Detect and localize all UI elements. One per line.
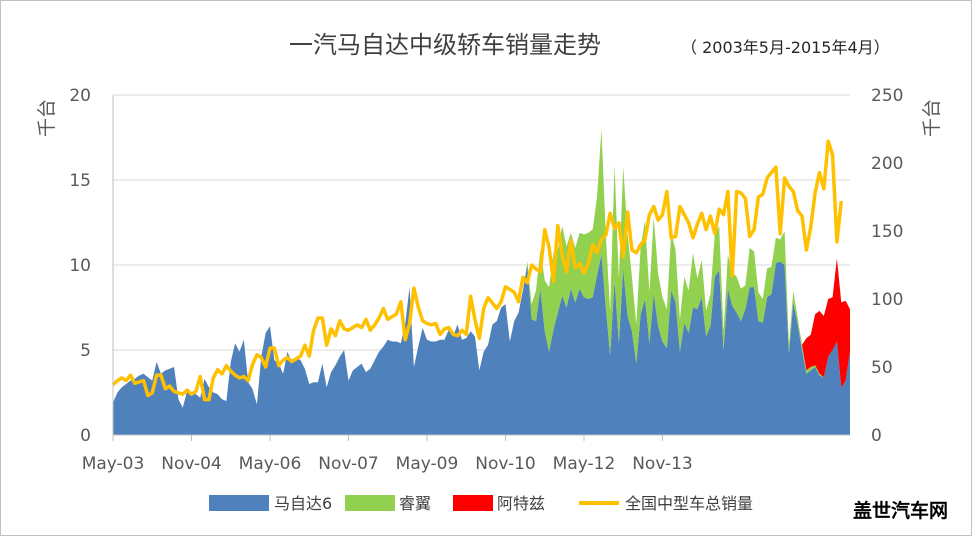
right-axis-tick: 200 <box>871 154 903 174</box>
x-axis-tick-label: May-12 <box>553 454 616 474</box>
legend-swatch-atenza <box>453 495 493 511</box>
area-layer <box>113 129 850 435</box>
legend-label-mazda6: 马自达6 <box>274 494 332 513</box>
left-axis-tick: 20 <box>69 86 91 106</box>
line-layer <box>111 139 844 402</box>
left-axis-tick: 10 <box>69 256 91 276</box>
right-axis-tick: 150 <box>871 222 903 242</box>
legend-label-atenza: 阿特兹 <box>497 494 545 513</box>
left-axis-tick: 0 <box>80 426 91 446</box>
x-axis-tick-label: Nov-10 <box>475 454 536 474</box>
x-axis-tick-label: Nov-07 <box>318 454 379 474</box>
left-axis-tick: 5 <box>80 341 91 361</box>
x-axis-tick-label: Nov-13 <box>632 454 693 474</box>
series-area-马自达6 <box>113 254 850 435</box>
chart-title: 一汽马自达中级轿车销量走势 <box>289 31 601 59</box>
right-axis-tick: 0 <box>871 426 882 446</box>
watermark-text: 盖世汽车网 <box>853 499 948 522</box>
legend-swatch-ruiyi <box>345 495 395 511</box>
x-axis-tick-label: May-06 <box>239 454 302 474</box>
chart-subtitle: （ 2003年5月-2015年4月） <box>681 38 890 57</box>
right-axis-tick: 100 <box>871 290 903 310</box>
right-axis-unit: 千台 <box>921 99 943 137</box>
series-area-睿翼 <box>113 129 850 408</box>
x-axis-tick-label: Nov-04 <box>161 454 222 474</box>
right-axis-tick: 250 <box>871 86 903 106</box>
legend: 马自达6 睿翼 阿特兹 全国中型车总销量 <box>209 494 753 513</box>
x-axis-tick-label: May-09 <box>396 454 459 474</box>
left-axis-unit: 千台 <box>36 99 58 137</box>
left-axis-tick: 15 <box>69 171 91 191</box>
legend-swatch-mazda6 <box>209 495 269 511</box>
x-axis-tick-label: May-03 <box>82 454 145 474</box>
right-axis-tick: 50 <box>871 358 893 378</box>
legend-label-ruiyi: 睿翼 <box>399 494 431 513</box>
legend-label-national-total: 全国中型车总销量 <box>625 494 753 513</box>
series-line-全国中型车总销量 <box>111 139 844 402</box>
